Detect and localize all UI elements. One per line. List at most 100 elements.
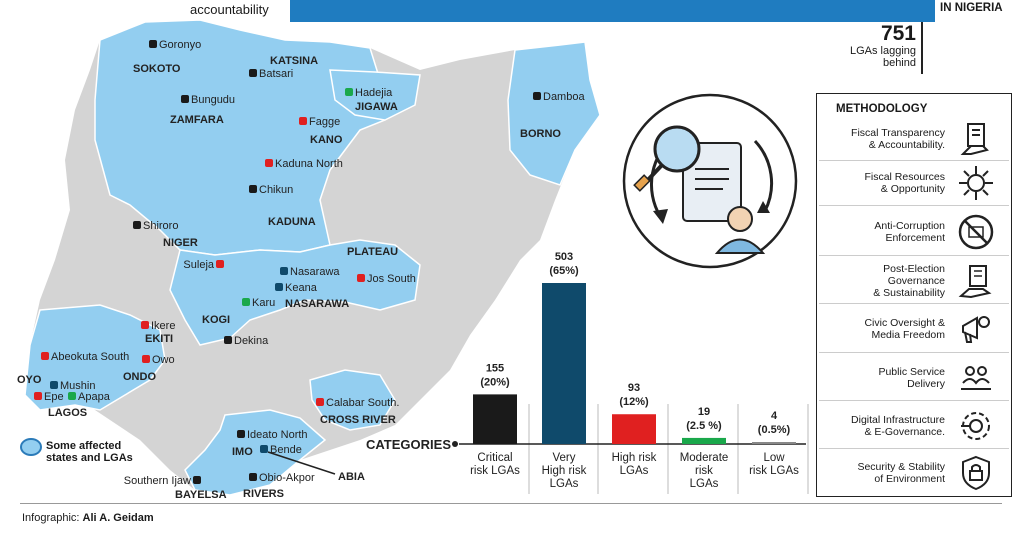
lga-marker-high xyxy=(357,274,365,282)
lga-marker-very_high xyxy=(260,445,268,453)
footer-rule xyxy=(20,503,1002,504)
bar-value-label: 93 xyxy=(628,382,640,394)
lga-marker-high xyxy=(216,260,224,268)
lga-markers: Goronyo Batsari Hadejia Bungudu Fagge Damboa K… xyxy=(34,39,585,487)
lga-label: Kaduna North xyxy=(275,158,343,170)
state-label-jigawa: JIGAWA xyxy=(355,101,398,113)
methodology-item-line1: Fiscal Resources xyxy=(864,171,945,183)
south-east-region xyxy=(184,409,327,496)
header-left-text: accountability xyxy=(190,2,269,17)
credit-name: Ali A. Geidam xyxy=(82,512,154,524)
state-label-ondo: ONDO xyxy=(123,371,156,383)
lga-marker-very_high xyxy=(50,381,58,389)
stat-value: 751 xyxy=(880,22,916,45)
bar-percent-label: (20%) xyxy=(480,376,510,388)
lga-marker-critical xyxy=(149,40,157,48)
state-label-niger: NIGER xyxy=(163,237,198,249)
methodology-panel xyxy=(816,93,1012,497)
bar-value-label: 19 xyxy=(698,406,710,418)
methodology-item-line3: & Sustainability xyxy=(873,287,945,299)
methodology-item-label: Civic Oversight & Media Freedom xyxy=(815,317,945,341)
document-hand-icon xyxy=(960,123,989,155)
methodology-item-label: Fiscal Resources & Opportunity xyxy=(815,171,945,195)
methodology-item-label: Post-Election Governance & Sustainability xyxy=(815,263,945,299)
abia-pointer xyxy=(267,451,336,475)
lga-label: Ikere xyxy=(151,320,175,332)
lga-marker-moderate xyxy=(345,88,353,96)
methodology-item-line1: Security & Stability xyxy=(857,460,945,473)
bar xyxy=(473,394,517,444)
methodology-item-label: Fiscal Transparency & Accountability. xyxy=(815,127,945,151)
lga-label: Fagge xyxy=(309,116,340,128)
state-label-ekiti: EKITI xyxy=(145,333,173,345)
lga-marker-high xyxy=(265,159,273,167)
state-label-lagos: LAGOS xyxy=(48,407,87,419)
methodology-item: Fiscal Transparency & Accountability. xyxy=(819,117,1009,161)
bar-percent-label: (12%) xyxy=(619,396,649,408)
state-label-cross-river: CROSS RIVER xyxy=(320,414,396,426)
cross-river-region xyxy=(309,369,396,431)
category-label: High risk xyxy=(612,452,657,464)
methodology-item-line2: & Accountability. xyxy=(868,139,945,151)
lga-marker-moderate xyxy=(68,392,76,400)
lga-label: Keana xyxy=(285,282,318,294)
state-label-zamfara: ZAMFARA xyxy=(170,114,224,126)
lga-label: Dekina xyxy=(234,335,269,347)
lga-label: Obio-Akpor xyxy=(259,472,315,484)
bar xyxy=(612,414,656,444)
lga-marker-critical xyxy=(533,92,541,100)
credit: Infographic: Ali A. Geidam xyxy=(22,512,154,524)
state-label-sokoto: SOKOTO xyxy=(133,63,181,75)
lga-label: Shiroro xyxy=(143,220,178,232)
bar xyxy=(542,283,586,444)
shield-lock-icon xyxy=(962,455,990,490)
methodology-item-line2: & E-Governance. xyxy=(864,426,945,438)
credit-label: Infographic: xyxy=(22,512,80,524)
lga-marker-critical xyxy=(224,336,232,344)
category-label: Very xyxy=(552,452,575,464)
methodology-item-line1: Post-Election xyxy=(883,263,945,275)
header-right-text: IN NIGERIA xyxy=(940,2,1003,14)
central-region xyxy=(169,239,421,346)
state-label-plateau: PLATEAU xyxy=(347,246,398,258)
lga-marker-high xyxy=(41,352,49,360)
lga-label: Bungudu xyxy=(191,94,235,106)
legend-line2: states and LGAs xyxy=(46,452,133,464)
legend-line1: Some affected xyxy=(46,440,122,452)
stat-label-line1: LGAs lagging xyxy=(849,45,916,57)
lga-label: Calabar South. xyxy=(326,397,399,409)
gear-circuit-icon xyxy=(961,412,990,440)
bar-percent-label: (65%) xyxy=(549,265,579,277)
methodology-title: METHODOLOGY xyxy=(836,103,928,115)
lga-label: Batsari xyxy=(259,68,293,80)
lga-label: Owo xyxy=(152,354,175,366)
no-bribe-icon xyxy=(958,214,994,250)
borno-region xyxy=(507,41,601,186)
methodology-item-line2: Governance xyxy=(887,275,945,287)
category-label: LGAs xyxy=(620,465,649,477)
state-label-borno: BORNO xyxy=(520,128,561,140)
category-label: risk LGAs xyxy=(749,465,799,477)
state-label-imo: IMO xyxy=(232,446,253,458)
methodology-item-label: Public Service Delivery xyxy=(815,366,945,390)
methodology-item-label: Anti-Corruption Enforcement xyxy=(815,220,945,244)
methodology-item-line2: & Opportunity xyxy=(880,183,945,195)
lga-marker-critical xyxy=(193,476,201,484)
legend-text: Some affected states and LGAs xyxy=(46,440,133,464)
methodology-item-label: Security & Stability of Environment xyxy=(815,461,945,485)
south-west-region xyxy=(24,304,166,411)
building-hand-icon xyxy=(958,265,992,299)
methodology-item: Public Service Delivery xyxy=(819,355,1009,401)
methodology-item: Digital Infrastructure & E-Governance. xyxy=(819,403,1009,449)
lga-marker-moderate xyxy=(242,298,250,306)
methodology-item-line2: Media Freedom xyxy=(871,329,945,341)
lga-marker-high xyxy=(299,117,307,125)
state-label-abia: ABIA xyxy=(338,471,365,483)
methodology-item-line1: Public Service xyxy=(878,366,945,378)
north-region xyxy=(94,19,407,256)
methodology-item-line2: Delivery xyxy=(907,378,945,390)
bar xyxy=(752,442,796,444)
stat-rule xyxy=(921,22,923,74)
methodology-item-line2: of Environment xyxy=(874,472,945,485)
